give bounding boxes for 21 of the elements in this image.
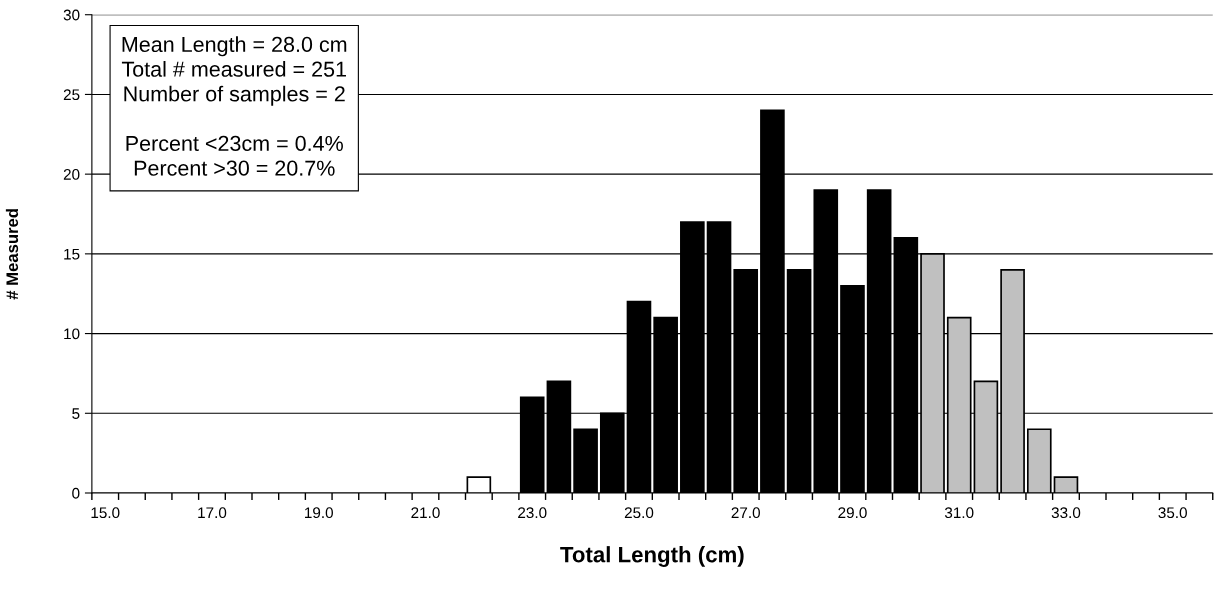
x-tick-label: 21.0 [411, 507, 440, 519]
x-axis-title: Total Length (cm) [560, 546, 744, 567]
y-tick-label: 0 [72, 487, 80, 499]
y-axis-title: # Measured [5, 209, 19, 300]
x-tick-label: 25.0 [624, 507, 654, 519]
x-tick-label: 15.0 [91, 507, 120, 519]
text: Mean Length = 28.0 cm Total # measured = 251 Number of samples = 2 Percent <23cm = 0.4% Percent >30 = 20.7% [121, 36, 347, 176]
x-tick-label: 35.0 [1158, 507, 1187, 519]
y-tick-label: 30 [63, 9, 80, 21]
x-tick-label: 33.0 [1051, 507, 1081, 519]
y-tick-label: 5 [72, 408, 80, 419]
y-tick-label: 15 [64, 248, 80, 260]
y-tick-label: 20 [63, 169, 80, 180]
x-tick-label: 19.0 [305, 507, 333, 519]
x-tick-label: 23.0 [518, 507, 547, 519]
x-tick-label: 29.0 [838, 507, 867, 519]
x-tick-label: 27.0 [731, 507, 760, 519]
y-tick-label: 25 [63, 89, 80, 101]
x-tick-label: 17.0 [198, 507, 227, 519]
x-tick-label: 31.0 [944, 507, 974, 519]
y-tick-label: 10 [64, 328, 80, 340]
